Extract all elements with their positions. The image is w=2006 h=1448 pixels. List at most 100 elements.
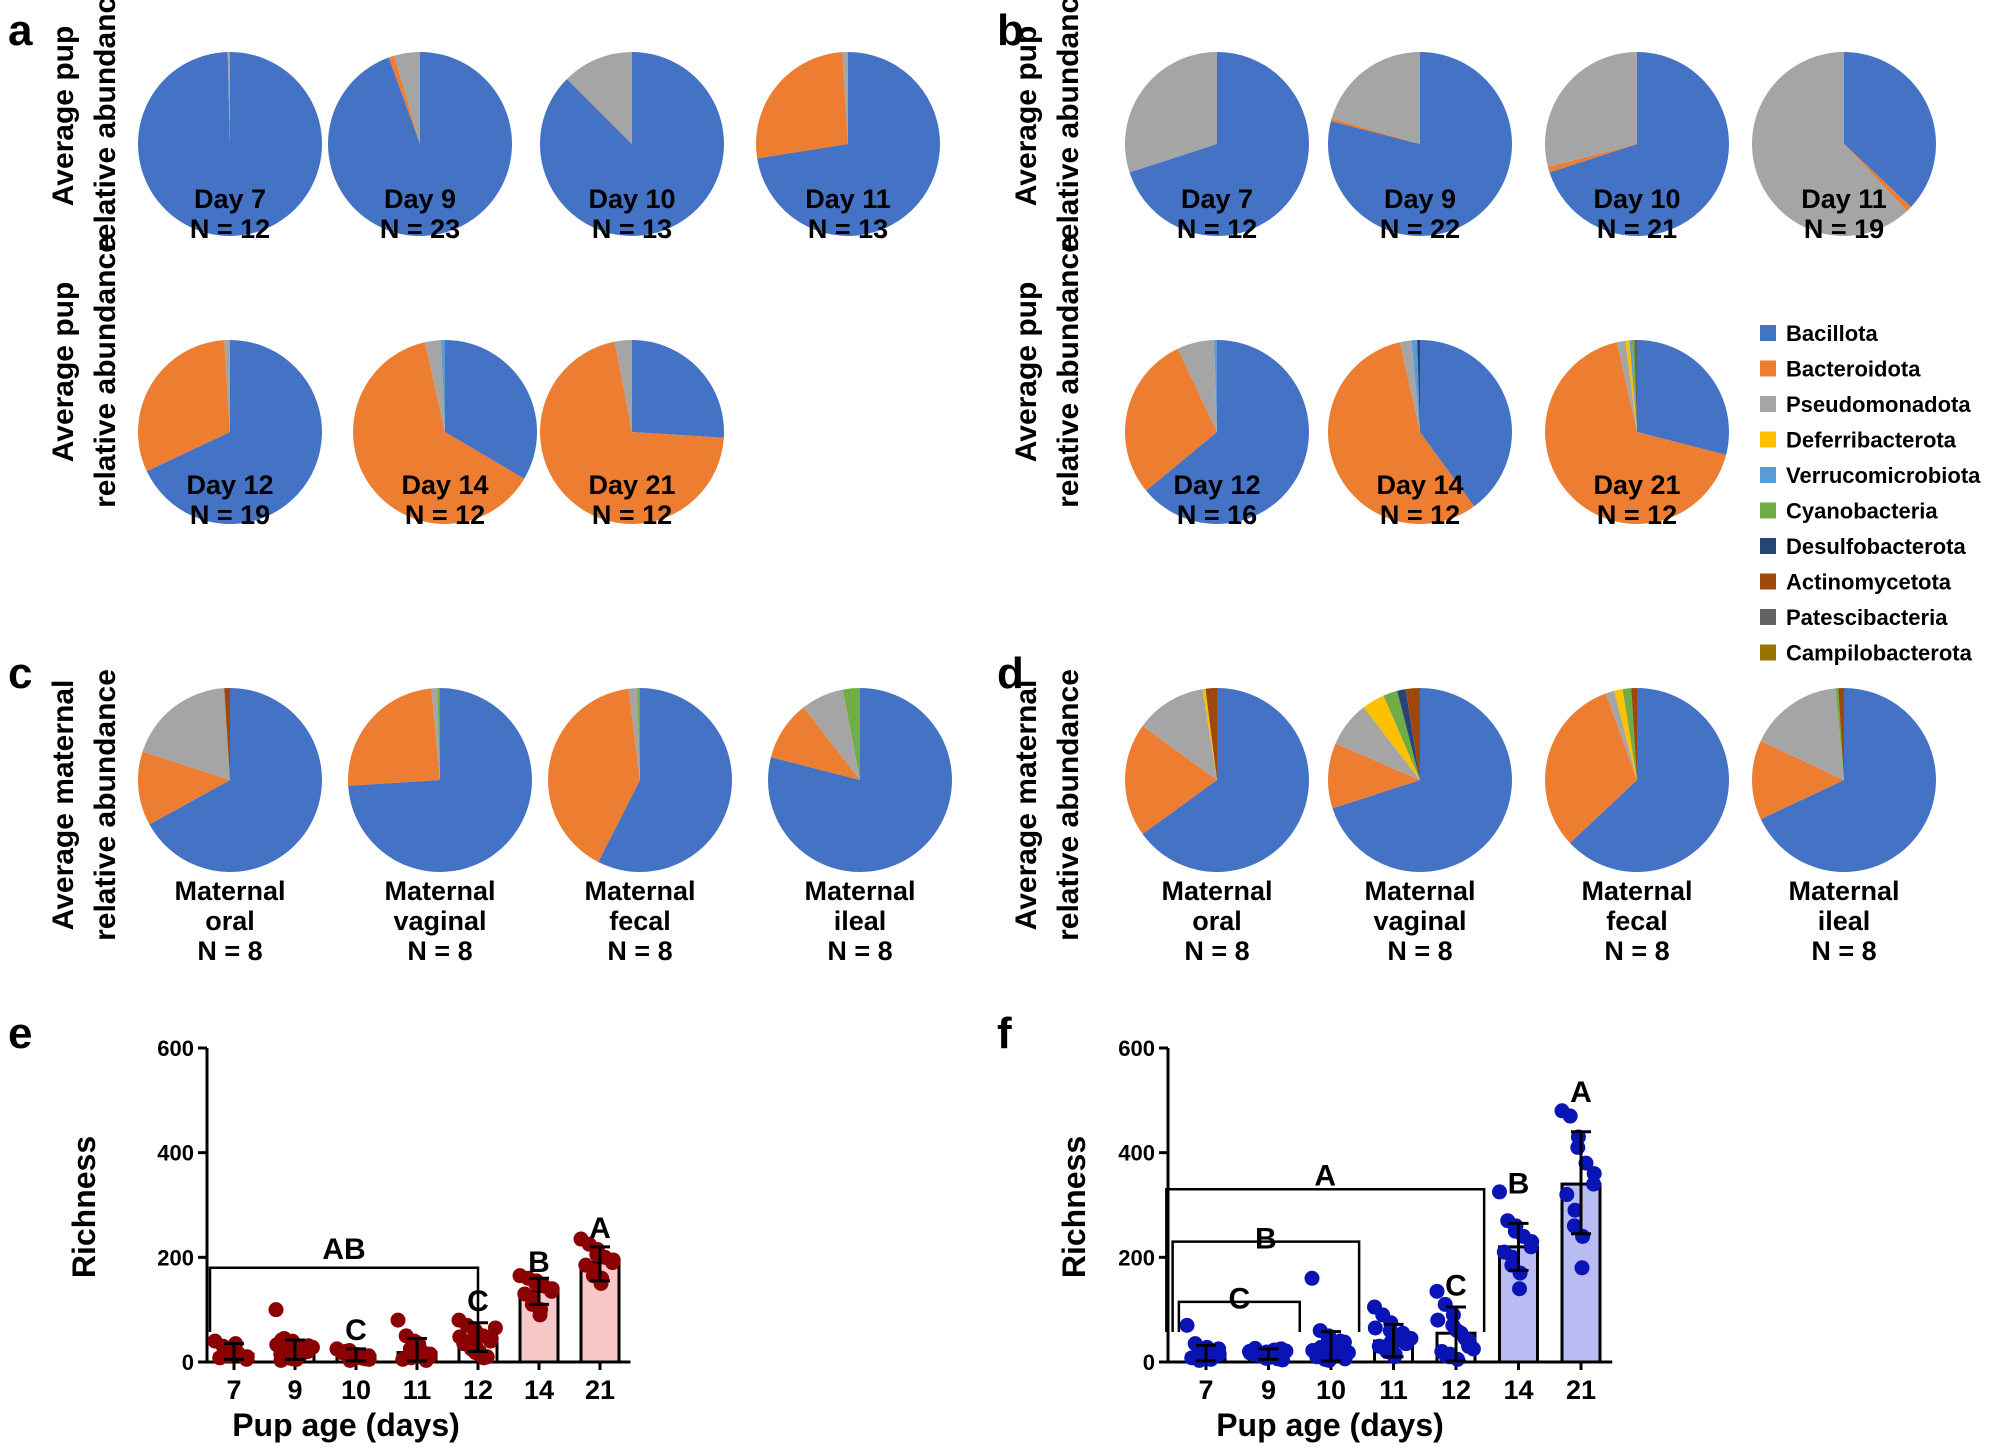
pie-label2: ileal <box>1818 906 1871 936</box>
pie-slice-bacillota <box>1569 688 1729 872</box>
pie-slice-bacteroidota <box>1547 144 1637 173</box>
y-label-line2: relative abundance <box>1052 236 1085 508</box>
y-label-line1: Average maternal <box>1010 680 1043 931</box>
pie-label1: Day 12 <box>1173 470 1260 500</box>
pie-slice-bacillota <box>757 52 940 237</box>
pie-slice-bacteroidota <box>1330 118 1420 144</box>
pie-slice-deferribacterota <box>1625 340 1637 432</box>
data-point <box>544 1283 560 1299</box>
data-point <box>1567 1202 1583 1218</box>
legend-label: Actinomycetota <box>1786 570 1952 595</box>
y-tick-label: 200 <box>1118 1245 1155 1270</box>
y-tick-label: 600 <box>1118 1036 1155 1061</box>
y-tick-label: 400 <box>1118 1141 1155 1166</box>
legend-swatch <box>1760 538 1776 554</box>
pie-slice-pseudomonadota <box>1399 340 1420 432</box>
pie-slice-bacteroidota <box>348 688 440 786</box>
pie-label1: Maternal <box>1161 876 1272 906</box>
y-label-line1: Average pup <box>1010 282 1043 463</box>
bar-group-10: 10 <box>1304 1270 1356 1405</box>
pie-label1: Maternal <box>384 876 495 906</box>
pie-label2: oral <box>205 906 255 936</box>
pie-label3: N = 8 <box>1604 936 1669 966</box>
pie-slice-cyanobacteria <box>1383 690 1420 780</box>
pie-label1: Maternal <box>1788 876 1899 906</box>
pie-label2: N = 19 <box>1804 214 1884 244</box>
pie-1: Day 9N = 23 <box>327 52 512 244</box>
y-label-line2: relative abundance <box>89 236 122 508</box>
legend-label: Verrucomicrobiota <box>1786 463 1981 488</box>
pie-label3: N = 8 <box>1184 936 1249 966</box>
pie-label2: vaginal <box>393 906 486 936</box>
pie-slice-bacteroidota <box>388 55 420 144</box>
data-point <box>483 1333 499 1349</box>
pie-slice-bacteroidota <box>1752 740 1844 820</box>
pie-slice-verrucomicrobiota <box>1214 340 1217 432</box>
pie-label2: N = 12 <box>405 500 485 530</box>
y-label-line2: relative abundance <box>1052 669 1085 941</box>
pie-label1: Day 11 <box>805 184 891 214</box>
bar-panel-e: 0 200 400 600 Richness Pup age (days)7 9 10 11 12… <box>66 1036 631 1443</box>
pie-slice-bacteroidota <box>353 342 525 524</box>
data-point <box>268 1302 284 1318</box>
pie-slice-pseudomonadota <box>424 340 445 432</box>
data-point <box>390 1312 406 1328</box>
x-tick-label: 9 <box>1261 1375 1276 1405</box>
y-axis-title: Richness <box>1056 1136 1092 1278</box>
y-tick-label: 0 <box>1143 1350 1155 1375</box>
pie-slice-bacteroidota <box>138 340 230 472</box>
bar-group-11: 11 <box>1367 1299 1419 1405</box>
pie-label2: N = 12 <box>1177 214 1257 244</box>
pie-slice-bacillota <box>1332 688 1513 872</box>
data-point <box>357 1351 373 1367</box>
pie-slice-bacillota <box>1549 52 1730 236</box>
x-tick-label: 12 <box>463 1375 493 1405</box>
x-tick-label: 7 <box>1198 1375 1213 1405</box>
data-point <box>239 1351 255 1367</box>
data-point <box>1574 1260 1590 1276</box>
legend-item-desulfobacterota: Desulfobacterota <box>1760 534 1966 559</box>
pie-slice-actinomycetota <box>1838 688 1844 780</box>
bar-group-21: 21 <box>573 1231 621 1405</box>
pie-slice-pseudomonadota <box>431 688 440 780</box>
legend-item-verrucomicrobiota: Verrucomicrobiota <box>1760 463 1981 488</box>
panel-y-label: Average pup relative abundance <box>47 236 122 508</box>
y-label-line1: Average maternal <box>47 680 80 931</box>
legend-swatch <box>1760 360 1776 377</box>
legend-label: Cyanobacteria <box>1786 499 1938 524</box>
data-point <box>300 1338 316 1354</box>
pie-2: Day 21N = 12 <box>539 340 725 530</box>
data-point <box>1492 1184 1507 1200</box>
pie-label3: N = 8 <box>407 936 472 966</box>
bar-group-11: 11 <box>390 1312 438 1405</box>
data-point <box>1430 1312 1446 1328</box>
pie-label2: N = 12 <box>1380 500 1460 530</box>
bar-group-9: 9 <box>268 1302 320 1405</box>
y-tick-label: 0 <box>182 1350 194 1375</box>
pie-panel-a: Average pup relative abundance Day 7N = 12… <box>47 0 940 252</box>
pie-label2: N = 16 <box>1177 500 1257 530</box>
pie-0: Day 7N = 12 <box>138 52 323 244</box>
pie-label3: N = 8 <box>197 936 262 966</box>
data-point <box>476 1350 492 1366</box>
y-tick-label: 400 <box>157 1141 194 1166</box>
pie-label1: Day 9 <box>384 184 456 214</box>
pie-label1: Day 10 <box>588 184 675 214</box>
pie-label2: ileal <box>834 906 887 936</box>
y-label-line2: relative abundance <box>89 0 122 252</box>
bar-group-14: 14 <box>1492 1184 1540 1405</box>
significance-letter: C <box>1228 1283 1250 1316</box>
pie-label2: N = 23 <box>380 214 460 244</box>
pie-slice-bacillota <box>138 52 323 237</box>
x-tick-label: 12 <box>1441 1375 1471 1405</box>
pie-label2: N = 21 <box>1597 214 1677 244</box>
y-label-line1: Average pup <box>1010 26 1043 207</box>
pie-slice-cyanobacteria <box>842 688 860 780</box>
pie-slice-deferribacterota <box>1363 695 1420 780</box>
pie-slice-deferribacterota <box>1202 688 1217 780</box>
significance-letter: A <box>1570 1076 1592 1109</box>
pie-slice-pseudomonadota <box>1142 689 1217 780</box>
pie-slice-bacillota <box>1637 340 1729 455</box>
